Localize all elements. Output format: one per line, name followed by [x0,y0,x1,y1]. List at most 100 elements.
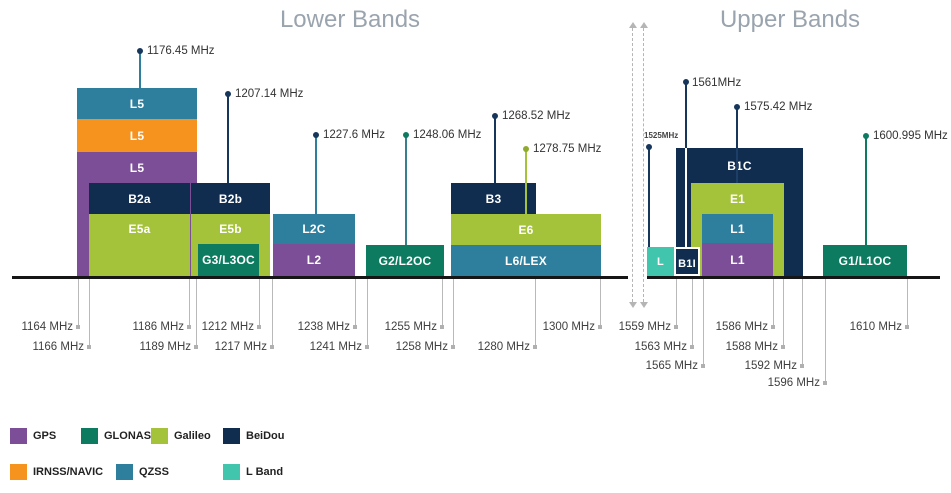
tick-label-1217: 1217 MHz [214,341,267,353]
tick-label-1255: 1255 MHz [384,321,437,333]
tick-label-1166: 1166 MHz [32,341,84,353]
tick-marker-1596 [823,381,827,385]
marker-label-1227-6: 1227.6 MHz [323,129,386,141]
tick-line-1258 [452,279,454,348]
marker-line-1525 [648,147,650,247]
marker-line-1561 [685,148,687,247]
band-block-g3-l3oc-glonass: G3/L3OC [198,244,259,276]
band-block-l5-irnss: L5 [77,119,197,152]
band-block-l2-gps: L2 [273,244,355,276]
band-label-b2b-beidou: B2b [218,191,243,206]
marker-dot-1268-52 [492,113,498,119]
marker-line-1278-75 [525,149,527,214]
tick-line-1217 [271,279,273,348]
tick-marker-1563 [690,345,694,349]
marker-label-1278-75: 1278.75 MHz [533,143,602,155]
tick-marker-1238 [353,325,357,329]
marker-dot-1207-14 [225,91,231,97]
tick-marker-1186 [187,325,191,329]
band-label-e5a-galileo: E5a [128,222,151,236]
marker-line-1176-45 [139,51,141,88]
band-block-e6-galileo: E6 [451,214,601,245]
marker-line-1575-42 [736,107,738,148]
lower-bands-title: Lower Bands [279,6,421,33]
tick-line-1164 [77,279,79,328]
tick-marker-1241 [365,345,369,349]
tick-line-1186 [188,279,190,328]
legend-swatch-glonass [81,428,98,444]
tick-line-1280 [534,279,536,348]
legend-label-glonass: GLONASS [104,430,159,442]
tick-line-1238 [354,279,356,328]
tick-label-1300: 1300 MHz [542,321,595,333]
legend-swatch-qzss [116,464,133,480]
marker-label-1207-14: 1207.14 MHz [235,88,304,100]
marker-line-1248-06 [405,135,407,245]
tick-label-1559: 1559 MHz [618,321,671,333]
tick-line-1563 [691,279,693,348]
tick-marker-1212 [257,325,261,329]
tick-line-1189 [195,279,197,348]
marker-dot-1600-995 [863,133,869,139]
band-block-l6-lex-qzss: L6/LEX [451,245,601,276]
tick-label-1189: 1189 MHz [139,341,191,353]
frequency-axis-upper [647,276,940,279]
tick-label-1588: 1588 MHz [725,341,778,353]
tick-line-1241 [366,279,368,348]
band-label-l6-lex-qzss: L6/LEX [505,253,547,268]
frequency-axis-lower [12,276,628,279]
legend-label-lband: L Band [246,466,284,478]
axis-break-line-1 [632,28,633,302]
marker-label-1176-45: 1176.45 MHz [147,45,215,57]
band-label-l5-gps: L5 [129,160,145,175]
tick-label-1610: 1610 MHz [849,321,902,333]
band-block-b3-beidou: B3 [451,183,536,214]
band-label-e1-galileo: E1 [729,191,746,206]
band-block-b2b-beidou: B2b [191,183,270,214]
band-block-g1-l1oc-glonass: G1/L1OC [823,245,907,276]
legend-swatch-irnss [10,464,27,480]
band-label-l1-qzss: L1 [730,221,745,236]
marker-dot-1176-45 [137,48,143,54]
tick-label-1212: 1212 MHz [201,321,254,333]
tick-line-1592 [801,279,803,367]
axis-break-arrow-down-1 [629,302,637,308]
tick-marker-1592 [800,364,804,368]
legend-label-gps: GPS [33,430,57,442]
tick-label-1586: 1586 MHz [715,321,768,333]
band-block-l1-gps: L1 [702,243,773,276]
marker-dot-1575-42 [734,104,740,110]
tick-line-1596 [824,279,826,384]
tick-marker-1565 [701,364,705,368]
tick-label-1258: 1258 MHz [395,341,448,353]
band-label-l2c-qzss: L2C [302,222,326,236]
legend-swatch-beidou [223,428,240,444]
band-block-b1i-beidou: B1I [674,247,700,276]
band-block-b2a-beidou: B2a [89,183,190,214]
band-label-l5-irnss: L5 [129,128,145,143]
band-label-l-lband: L [657,255,664,268]
tick-line-1559 [675,279,677,328]
marker-dot-1525 [646,144,652,150]
band-label-b1c-beidou: B1C [727,158,752,173]
tick-marker-1189 [194,345,198,349]
band-block-l5-qzss: L5 [77,88,197,119]
tick-marker-1166 [87,345,91,349]
marker-line-1600-995 [865,136,867,245]
tick-line-1586 [772,279,774,328]
marker-dot-1227-6 [313,132,319,138]
tick-label-1596: 1596 MHz [767,377,820,389]
tick-label-1592: 1592 MHz [744,360,797,372]
band-label-g2-l2oc-glonass: G2/L2OC [378,253,432,268]
tick-line-1300 [599,279,601,328]
tick-marker-1217 [270,345,274,349]
band-label-g1-l1oc-glonass: G1/L1OC [838,253,892,268]
band-label-b3-beidou: B3 [485,191,502,206]
tick-label-1565: 1565 MHz [645,360,698,372]
tick-label-1164: 1164 MHz [21,321,73,333]
marker-label-1248-06: 1248.06 MHz [413,129,482,141]
band-block-g2-l2oc-glonass: G2/L2OC [366,245,444,276]
legend-label-qzss: QZSS [139,466,169,478]
marker-label-1268-52: 1268.52 MHz [502,110,571,122]
